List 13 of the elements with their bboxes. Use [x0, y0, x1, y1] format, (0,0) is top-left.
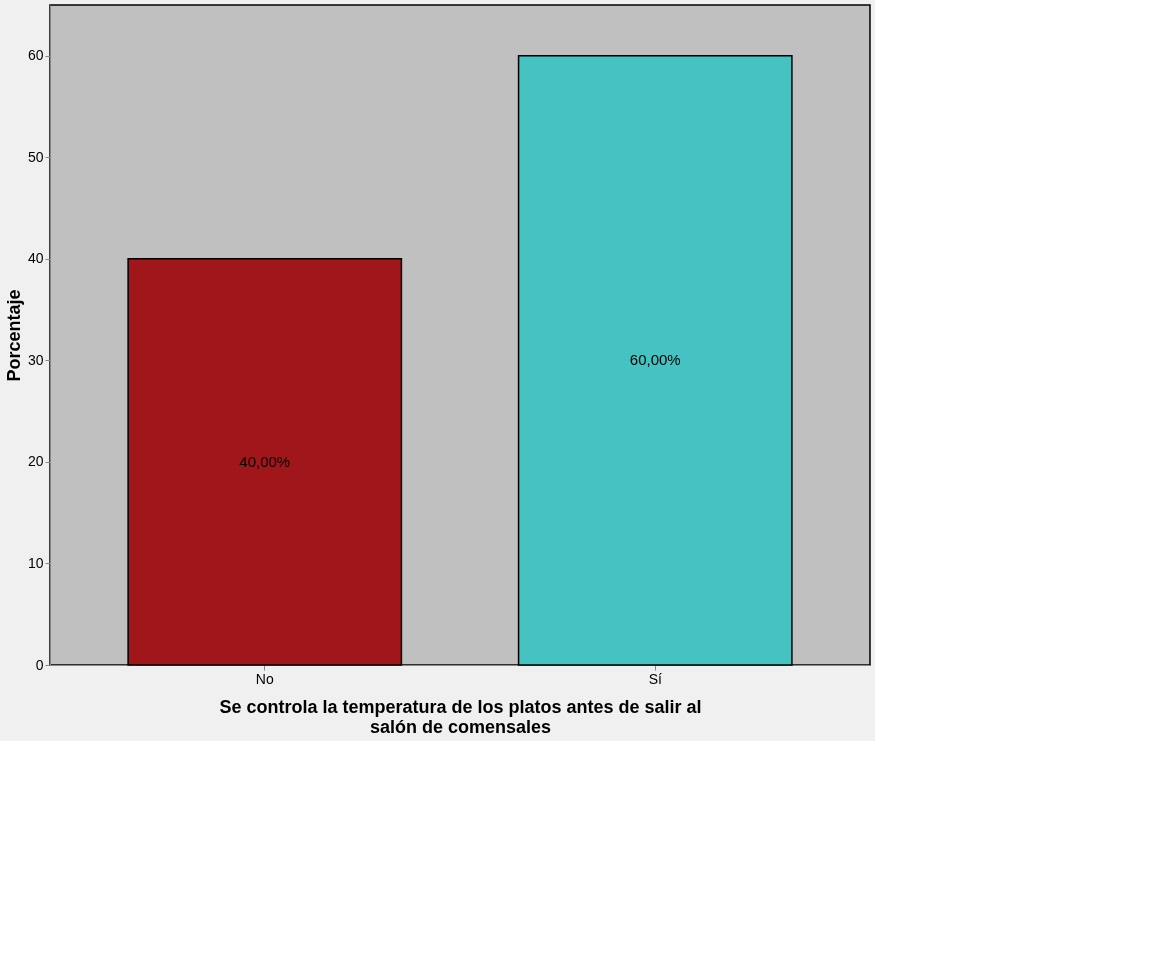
y-axis-title: Porcentaje [3, 289, 24, 382]
data-label: 40,00% [239, 452, 291, 470]
x-axis-title: Se controla la temperatura de los platos antes de salir al salón de comensales [219, 696, 702, 737]
data-label: 60,00% [629, 351, 681, 369]
y-tick-label: 0 [35, 656, 44, 673]
y-tick-label: 10 [27, 554, 44, 571]
x-tick-label: No [255, 670, 274, 687]
y-tick-label: 50 [27, 148, 44, 165]
y-tick-label: 60 [27, 47, 44, 64]
y-tick-label: 30 [27, 351, 44, 368]
x-tick-label: Sí [648, 670, 662, 687]
y-tick-label: 20 [27, 453, 44, 470]
y-tick-label: 40 [27, 250, 44, 267]
